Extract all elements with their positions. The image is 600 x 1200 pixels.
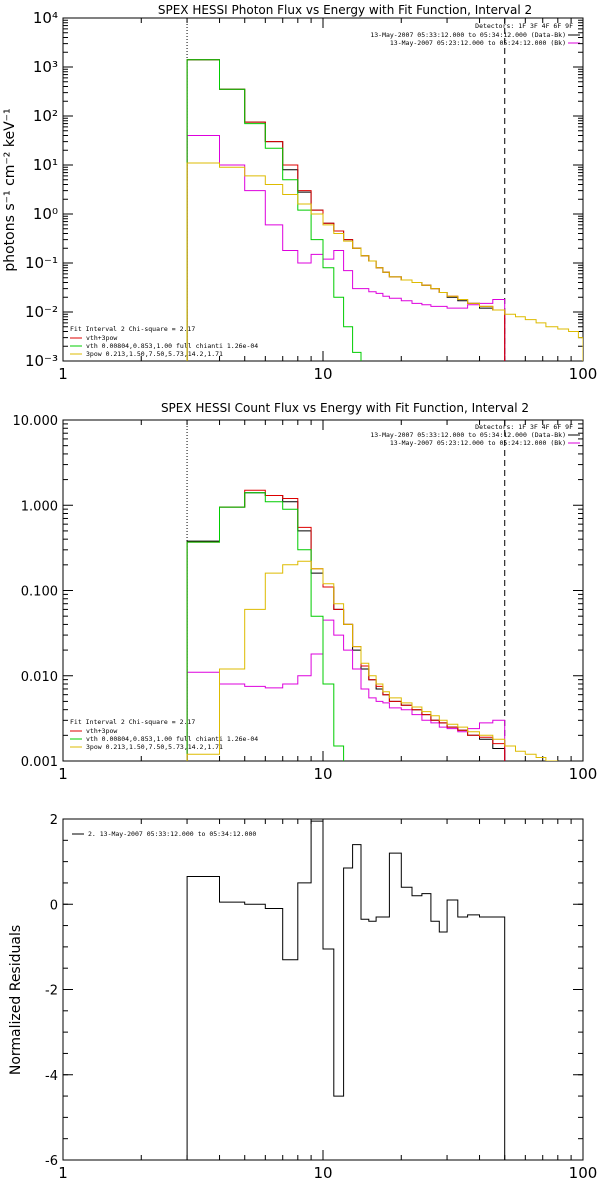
count-flux-legend-top: Detectors: 1F 3F 4F 6F 9F 13-May-2007 05… — [370, 423, 580, 447]
photon-legend-fit-interval: Fit Interval 2 Chi-square = 2.17 — [70, 325, 195, 333]
count-x-tick-label: 10 — [313, 765, 332, 783]
count-legend-fit-interval: Fit Interval 2 Chi-square = 2.17 — [70, 718, 195, 726]
residuals-legend: 2. 13-May-2007 05:33:12.000 to 05:34:12.… — [88, 830, 256, 838]
photon-y-tick-label: 10¹ — [33, 156, 58, 174]
photon-y-tick-label: 10² — [33, 107, 58, 125]
photon-y-tick-label: 10⁻¹ — [25, 254, 58, 272]
count-legend-3pow: 3pow 0.213,1.50,7.50,5.73,14.2,1.71 — [86, 743, 223, 751]
photon-legend-detectors: Detectors: 1F 3F 4F 6F 9F — [475, 22, 573, 30]
count-legend-data-bk: 13-May-2007 05:33:12.000 to 05:34:12.000… — [370, 431, 566, 439]
photon-y-tick-label: 10⁴ — [33, 9, 58, 27]
photon-flux-panel: SPEX HESSI Photon Flux vs Energy with Fi… — [2, 3, 597, 383]
photon-series-vth — [186, 59, 362, 361]
residuals-series-2-13-may-2007-05-33-12-000-to-05-34-12-000 — [186, 820, 506, 1160]
residuals-x-tick-label: 1 — [58, 1164, 68, 1182]
residuals-y-tick-label: 0 — [50, 898, 58, 913]
count-flux-title: SPEX HESSI Count Flux vs Energy with Fit… — [161, 401, 529, 415]
count-y-tick-label: 0.100 — [21, 585, 58, 600]
count-x-tick-label: 100 — [569, 765, 598, 783]
photon-legend-data-bk: 13-May-2007 05:33:12.000 to 05:34:12.000… — [370, 31, 566, 39]
photon-y-tick-label: 10⁻² — [25, 303, 58, 321]
count-legend-detectors: Detectors: 1F 3F 4F 6F 9F — [475, 423, 573, 431]
photon-x-tick-label: 1 — [58, 365, 68, 383]
count-flux-panel: SPEX HESSI Count Flux vs Energy with Fit… — [13, 401, 598, 783]
residuals-y-tick-label: -6 — [45, 1154, 58, 1169]
photon-y-tick-label: 10³ — [33, 58, 58, 76]
count-y-tick-label: 10.000 — [13, 414, 59, 429]
count-legend-vth: vth 0.00804,0.853,1.00 full chianti 1.26… — [86, 735, 258, 743]
photon-y-tick-label: 10⁰ — [33, 205, 58, 223]
count-x-tick-label: 1 — [58, 765, 68, 783]
photon-legend-vth3pow: vth+3pow — [86, 334, 117, 342]
count-flux-legend-bottom: Fit Interval 2 Chi-square = 2.17 vth+3po… — [70, 718, 258, 751]
residuals-ylabel: Normalized Residuals — [8, 925, 24, 1075]
photon-legend-3pow: 3pow 0.213,1.50,7.50,5.73,14.2,1.71 — [86, 350, 223, 358]
photon-series-bk — [186, 135, 506, 361]
residuals-y-tick-label: -2 — [45, 984, 58, 999]
residuals-y-tick-label: 2 — [50, 813, 58, 828]
photon-flux-legend-top: Detectors: 1F 3F 4F 6F 9F 13-May-2007 05… — [370, 22, 580, 47]
residuals-x-tick-label: 100 — [569, 1164, 598, 1182]
count-series-vth — [186, 492, 345, 761]
residuals-panel: Normalized Residuals 2. 13-May-2007 05:3… — [8, 813, 597, 1182]
photon-flux-title: SPEX HESSI Photon Flux vs Energy with Fi… — [158, 3, 532, 17]
count-legend-vth3pow: vth+3pow — [86, 727, 117, 735]
photon-x-tick-label: 10 — [313, 365, 332, 383]
count-y-tick-label: 0.010 — [21, 670, 58, 685]
residuals-x-tick-label: 10 — [313, 1164, 332, 1182]
count-legend-bk: 13-May-2007 05:23:12.000 to 05:24:12.000… — [390, 439, 566, 447]
count-y-tick-label: 1.000 — [21, 499, 58, 514]
residuals-y-tick-label: -4 — [45, 1069, 58, 1084]
photon-x-tick-label: 100 — [569, 365, 598, 383]
count-series-3pow — [186, 560, 558, 761]
photon-series-3pow — [186, 162, 583, 361]
photon-flux-ylabel: photons s⁻¹ cm⁻² keV⁻¹ — [2, 108, 18, 271]
photon-y-tick-label: 10⁻³ — [25, 352, 58, 370]
photon-flux-legend-bottom: Fit Interval 2 Chi-square = 2.17 vth+3po… — [70, 325, 258, 358]
photon-legend-vth: vth 0.00804,0.853,1.00 full chianti 1.26… — [86, 342, 258, 350]
count-y-tick-label: 0.001 — [21, 755, 58, 770]
photon-legend-bk: 13-May-2007 05:23:12.000 to 05:24:12.000… — [390, 39, 566, 47]
